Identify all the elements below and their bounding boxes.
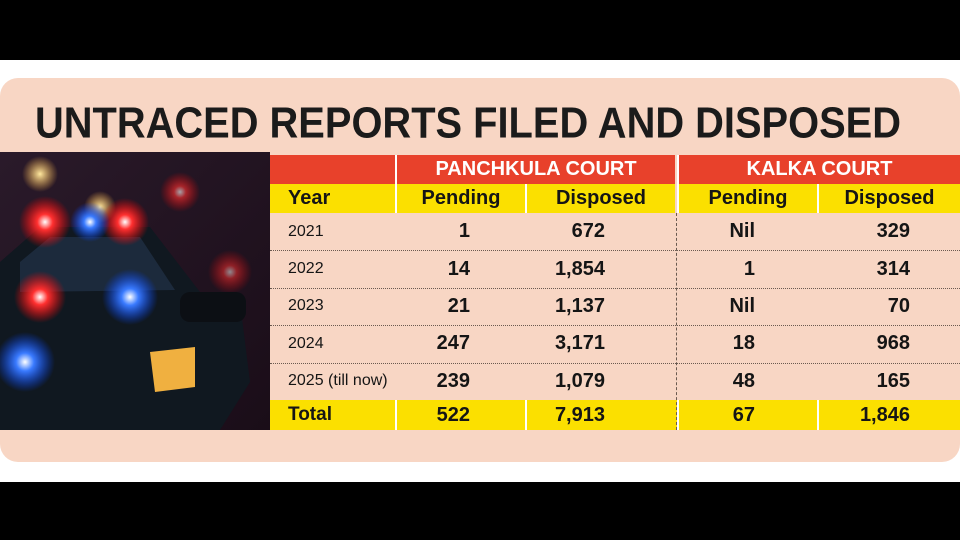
cell-value: 329 [876, 220, 910, 243]
cell-value: 18 [732, 332, 755, 355]
total-value: 522 [395, 400, 525, 430]
cell-value: 1,854 [554, 257, 605, 280]
cell-value: 21 [447, 294, 470, 317]
row-separator [270, 325, 960, 327]
cell-value: 3,171 [554, 332, 605, 355]
cell-value: 672 [571, 220, 605, 243]
row-label: 2023 [288, 297, 324, 315]
header-blank [270, 155, 395, 184]
row-separator [270, 287, 960, 289]
cell-value: Nil [729, 294, 755, 317]
column-header: Disposed [525, 184, 675, 213]
cell-value: 1,137 [554, 294, 605, 317]
column-header: Pending [677, 184, 817, 213]
row-label: 2024 [288, 334, 324, 352]
cell-value: 48 [732, 369, 755, 392]
cell-value: 968 [876, 332, 910, 355]
cell-value: 1 [743, 257, 755, 280]
group-header: KALKA COURT [677, 155, 960, 184]
row-label: 2021 [288, 222, 324, 240]
total-value: Total [288, 404, 332, 425]
cell-value: 165 [876, 369, 910, 392]
total-value: 1,846 [817, 400, 960, 430]
column-header: Year [270, 184, 395, 213]
row-label: 2022 [288, 260, 324, 278]
title-block: UNTRACED REPORTS FILED AND DISPOSED [35, 99, 901, 148]
row-label: 2025 (till now) [288, 372, 388, 390]
row-separator [270, 362, 960, 364]
total-value: 7,913 [525, 400, 675, 430]
cell-value: 1,079 [554, 369, 605, 392]
cell-value: 239 [436, 369, 470, 392]
column-header: Pending [395, 184, 525, 213]
cell-value: 314 [876, 257, 910, 280]
cell-value: 14 [447, 257, 470, 280]
cell-value: Nil [729, 220, 755, 243]
total-value: 67 [677, 400, 817, 430]
column-header: Disposed [817, 184, 960, 213]
cell-value: 1 [458, 220, 470, 243]
title: UNTRACED REPORTS FILED AND DISPOSED [35, 99, 901, 148]
total-row [270, 400, 960, 430]
court-divider [676, 213, 677, 430]
table: PANCHKULA COURT KALKA COURT Year Pending Dis… [270, 155, 960, 430]
group-header: PANCHKULA COURT [395, 155, 675, 184]
cell-value: 247 [436, 332, 470, 355]
cell-value: 70 [887, 294, 910, 317]
photo [0, 152, 270, 430]
row-separator [270, 250, 960, 252]
